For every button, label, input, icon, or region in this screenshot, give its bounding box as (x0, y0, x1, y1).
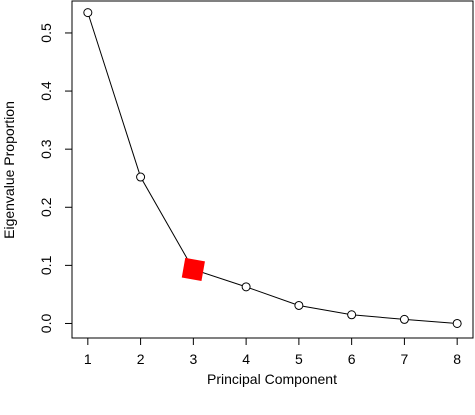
y-tick-label: 0.4 (38, 81, 54, 101)
data-point (83, 8, 93, 18)
y-tick-label: 0.2 (38, 197, 54, 217)
y-axis-label: Eigenvalue Proportion (1, 101, 17, 239)
x-tick-label: 8 (453, 351, 461, 367)
x-tick-label: 2 (137, 351, 145, 367)
data-point (294, 300, 304, 310)
y-axis: 0.0 0.1 0.2 0.3 0.4 0.5 (38, 23, 73, 334)
x-tick-label: 5 (295, 351, 303, 367)
x-tick-label: 7 (401, 351, 409, 367)
y-tick-label: 0.0 (38, 314, 54, 334)
series-eigenvalue-proportion (83, 8, 462, 328)
plot-frame (71, 0, 474, 339)
y-tick-label: 0.5 (38, 23, 54, 43)
x-axis: 1 2 3 4 5 6 7 8 (84, 337, 461, 367)
data-point (347, 310, 357, 320)
series-line (87, 12, 458, 324)
x-axis-label: Principal Component (207, 371, 337, 387)
highlight-point (181, 257, 205, 282)
data-point (452, 318, 462, 328)
x-tick-label: 1 (84, 351, 92, 367)
x-tick-label: 4 (242, 351, 250, 367)
x-tick-label: 3 (189, 351, 197, 367)
y-tick-label: 0.1 (38, 255, 54, 275)
data-point (136, 172, 146, 182)
data-point (399, 314, 409, 324)
y-tick-label: 0.3 (38, 139, 54, 159)
x-tick-label: 6 (348, 351, 356, 367)
data-point (241, 282, 251, 292)
